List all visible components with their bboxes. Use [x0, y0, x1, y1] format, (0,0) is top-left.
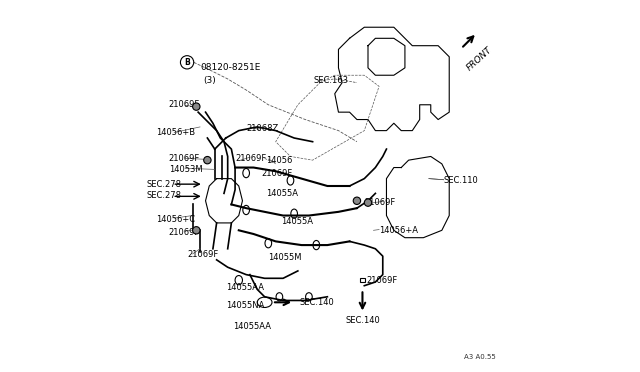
Text: 21069F: 21069F — [168, 228, 200, 237]
Text: 14055A: 14055A — [266, 189, 298, 198]
Text: 14055AA: 14055AA — [233, 322, 271, 331]
Text: SEC.140: SEC.140 — [300, 298, 335, 307]
Text: 21069F: 21069F — [168, 100, 200, 109]
Text: SEC.140: SEC.140 — [345, 316, 380, 325]
Circle shape — [193, 103, 200, 110]
Circle shape — [353, 197, 360, 205]
Text: 14056+C: 14056+C — [156, 215, 195, 224]
Text: 08120-8251E: 08120-8251E — [200, 63, 260, 72]
Text: 14055AA: 14055AA — [226, 283, 264, 292]
Text: SEC.163: SEC.163 — [314, 76, 348, 85]
Text: 21069F: 21069F — [364, 198, 396, 207]
Text: 21068Z: 21068Z — [246, 124, 278, 133]
Text: 14056: 14056 — [266, 155, 293, 165]
Text: 21069F: 21069F — [187, 250, 218, 259]
Text: 14055A: 14055A — [281, 217, 313, 225]
Text: FRONT: FRONT — [465, 45, 493, 72]
Text: SEC.110: SEC.110 — [444, 176, 479, 185]
Text: 21069F: 21069F — [366, 276, 397, 285]
Text: 21069F: 21069F — [168, 154, 200, 163]
Text: SEC.278: SEC.278 — [147, 191, 182, 200]
Circle shape — [193, 227, 200, 234]
Text: SEC.278: SEC.278 — [147, 180, 182, 189]
Text: 14055M: 14055M — [268, 253, 302, 263]
Text: 21069F: 21069F — [235, 154, 266, 163]
Text: 21069F: 21069F — [261, 169, 292, 177]
Text: 14056+A: 14056+A — [379, 226, 418, 235]
Circle shape — [204, 157, 211, 164]
Circle shape — [364, 199, 372, 206]
Text: 14053M: 14053M — [168, 165, 202, 174]
Text: A3 A0.55: A3 A0.55 — [463, 353, 495, 359]
Text: 14055NA: 14055NA — [226, 301, 264, 311]
Text: B: B — [184, 58, 190, 67]
Text: 14056+B: 14056+B — [156, 128, 195, 137]
Text: (3): (3) — [204, 76, 216, 85]
